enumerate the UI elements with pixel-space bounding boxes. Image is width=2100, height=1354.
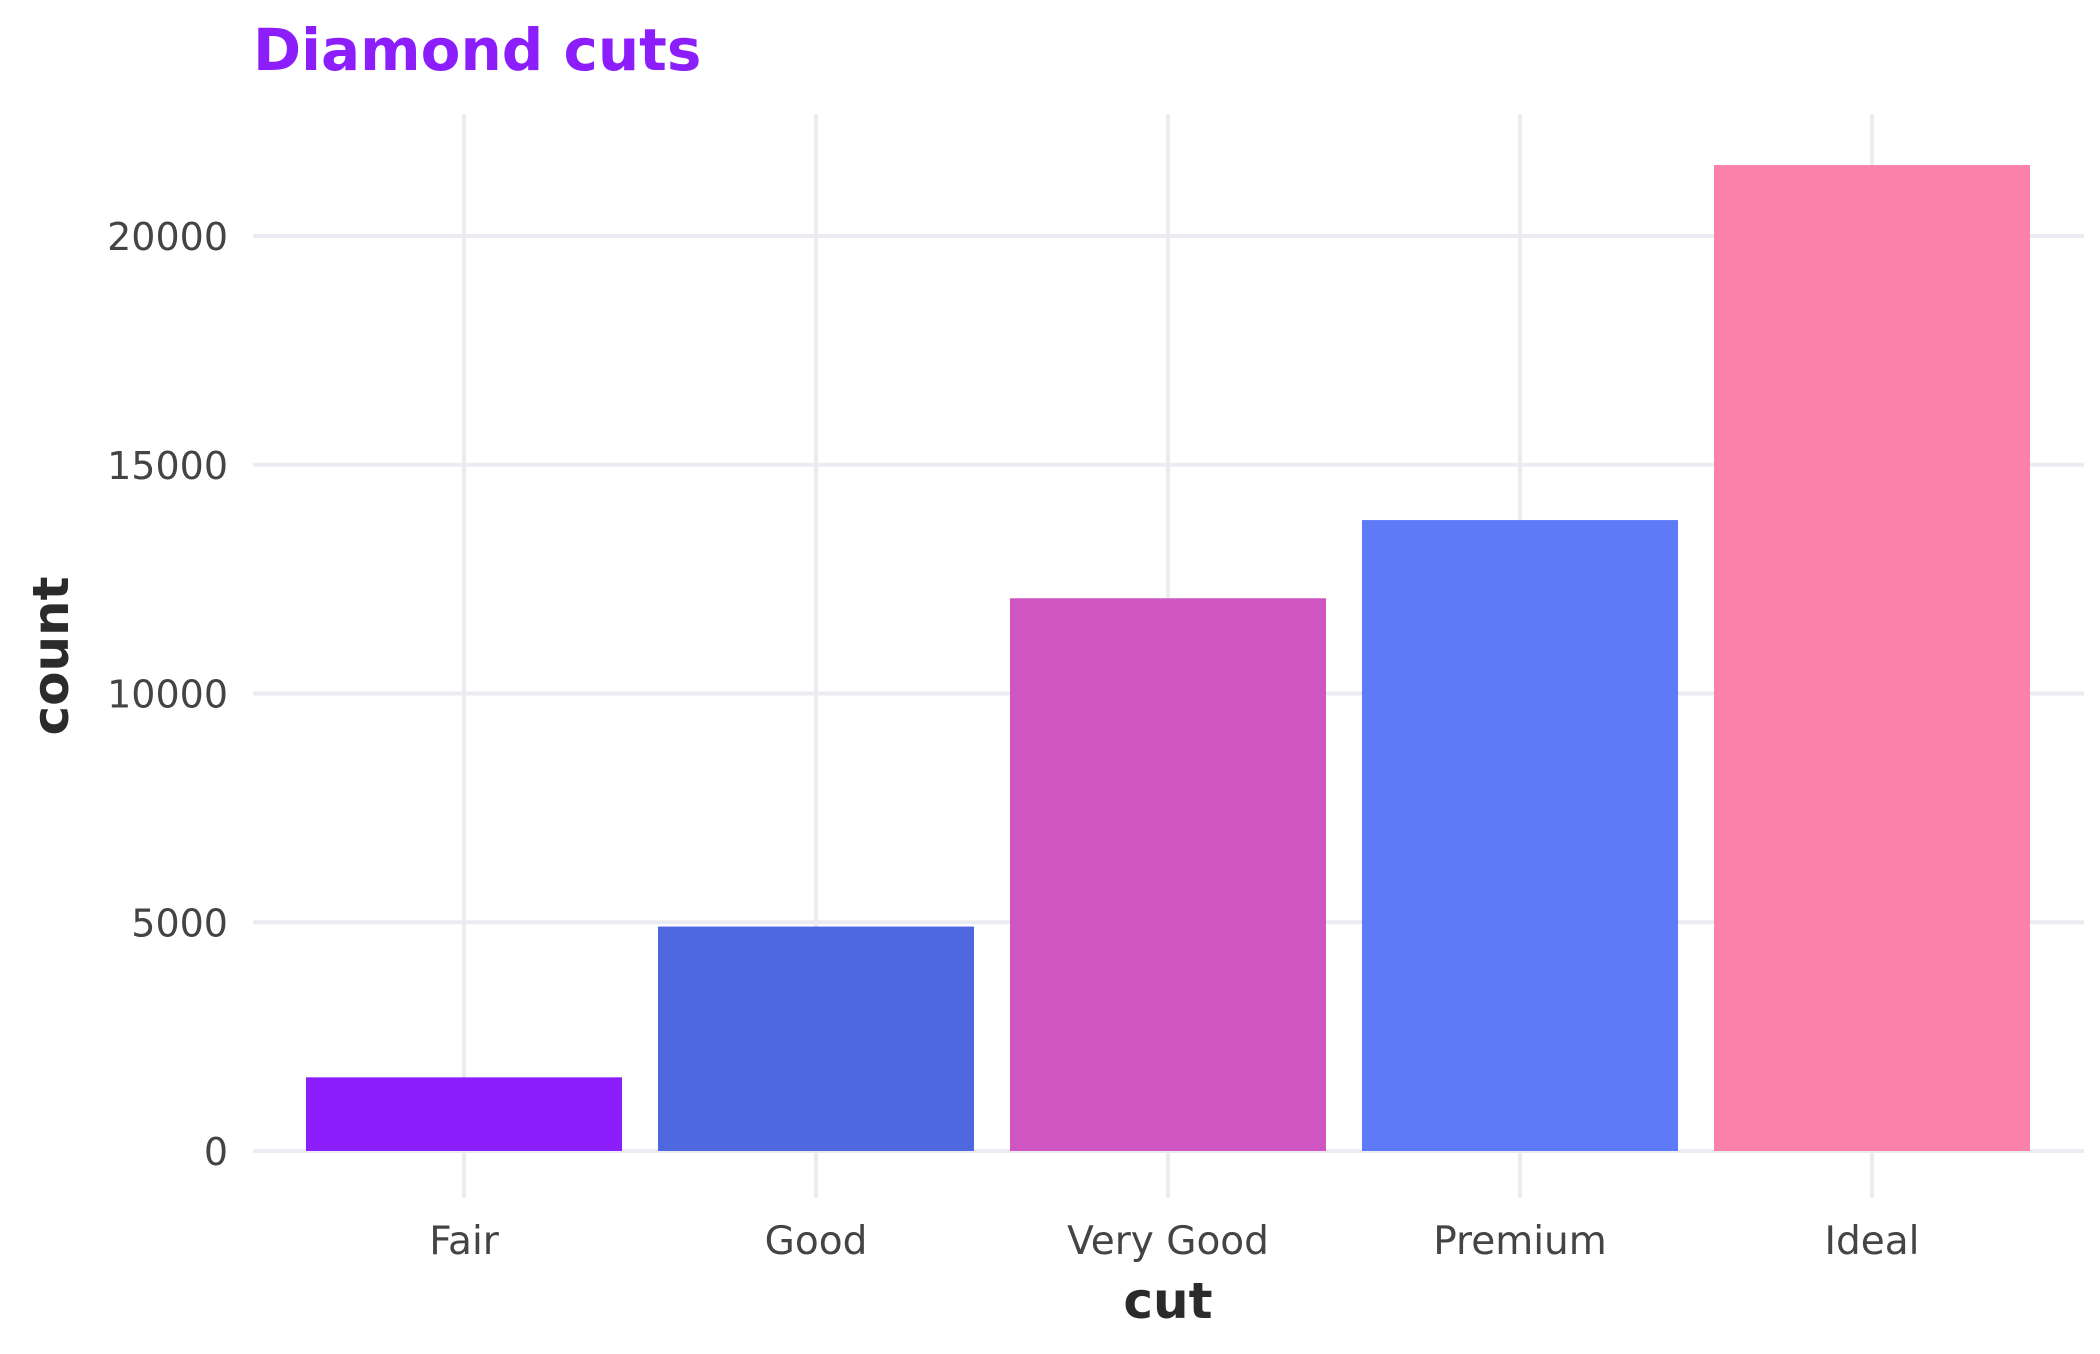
y-axis-title: count <box>22 576 80 735</box>
bar-very-good <box>1010 598 1326 1151</box>
bar-premium <box>1362 520 1678 1151</box>
y-tick-label: 10000 <box>107 673 228 717</box>
x-tick-label: Ideal <box>1825 1219 1920 1264</box>
chart-title: Diamond cuts <box>253 16 701 84</box>
y-tick-label: 20000 <box>107 215 228 259</box>
y-tick-label: 5000 <box>131 901 228 945</box>
bar-fair <box>306 1077 622 1151</box>
x-tick-label: Fair <box>429 1219 500 1264</box>
bar-good <box>658 926 974 1151</box>
y-tick-label: 15000 <box>107 444 228 488</box>
x-tick-label: Good <box>765 1219 868 1264</box>
x-tick-label: Very Good <box>1067 1219 1269 1264</box>
y-tick-label: 0 <box>204 1130 228 1174</box>
bar-ideal <box>1714 165 2030 1151</box>
x-axis-title: cut <box>1123 1272 1212 1330</box>
x-tick-label: Premium <box>1433 1219 1607 1264</box>
